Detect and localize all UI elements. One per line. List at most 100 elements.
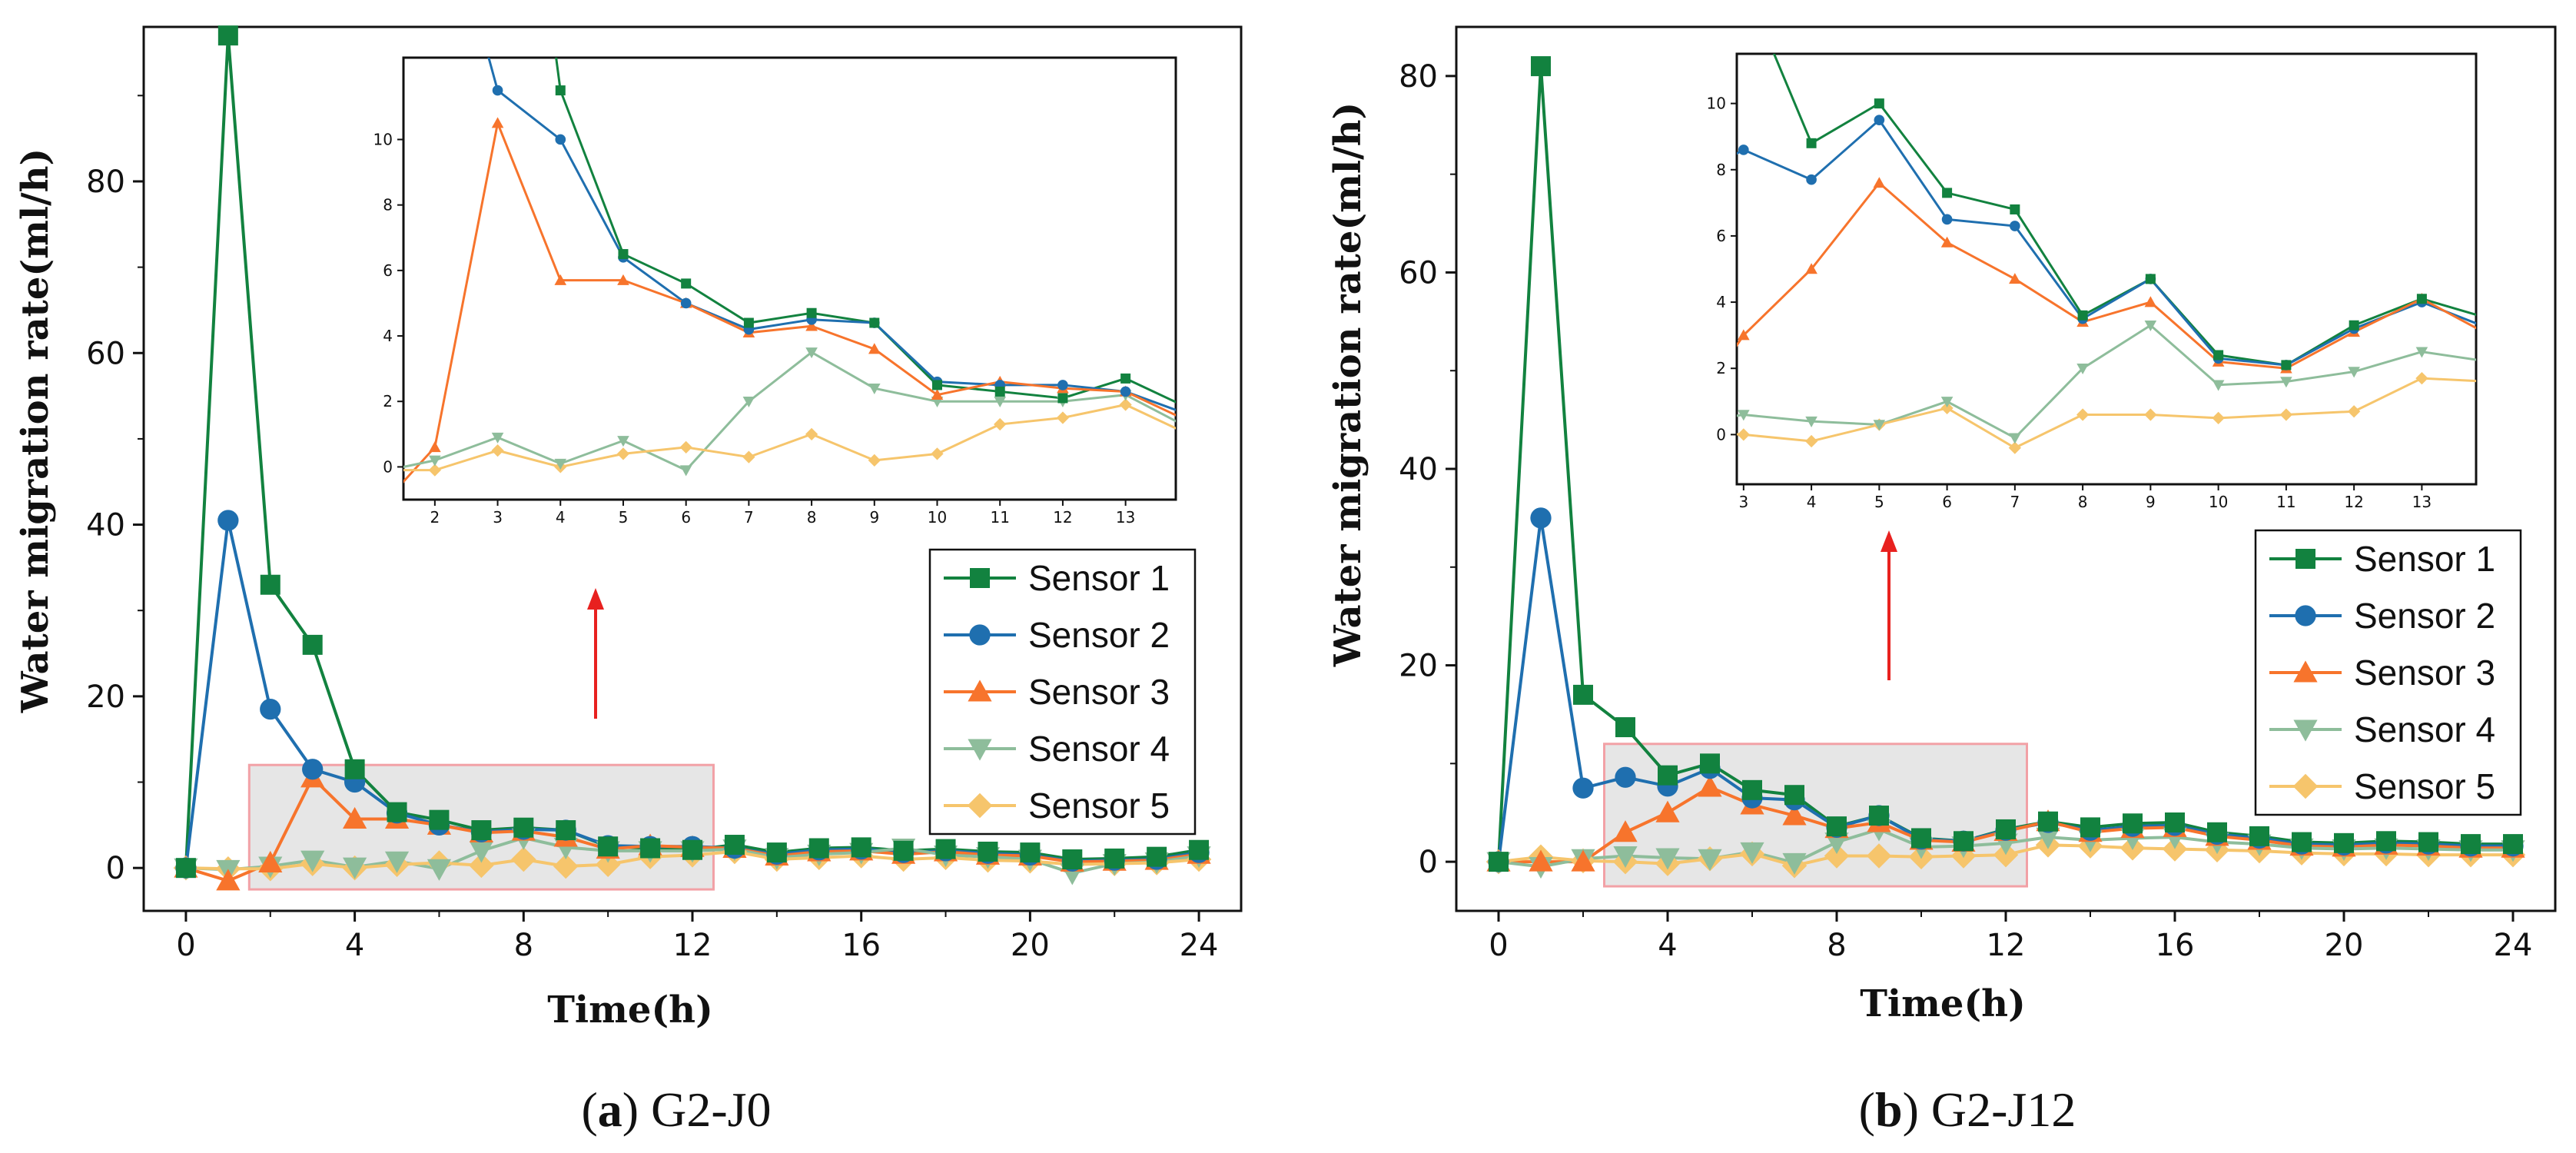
inset-y-tick-label: 0 — [383, 457, 393, 476]
legend-label: Sensor 1 — [1028, 558, 1170, 598]
legend-marker — [2295, 549, 2315, 569]
data-point — [2080, 817, 2100, 838]
inset-y-tick-label: 8 — [1716, 161, 1726, 179]
inset-x-tick-label: 11 — [990, 508, 1009, 527]
x-tick-label: 12 — [673, 928, 712, 963]
data-point — [1572, 777, 1594, 799]
y-tick-label: 20 — [86, 680, 125, 715]
inset-data-point — [680, 297, 692, 309]
caption-open: ( — [581, 1082, 597, 1137]
inset-data-point — [1874, 98, 1884, 109]
data-point — [2249, 826, 2269, 846]
inset-data-point — [1057, 380, 1068, 390]
data-point — [2038, 811, 2058, 832]
legend-marker — [968, 739, 992, 761]
inset-data-point — [491, 432, 504, 444]
legend-label: Sensor 4 — [2354, 709, 2495, 749]
inset-data-point — [2076, 408, 2090, 421]
inset-y-tick-label: 10 — [373, 130, 393, 148]
inset-data-point — [1738, 410, 1750, 421]
inset-data-point — [1940, 401, 1954, 415]
inset-x-tick-label: 6 — [1942, 493, 1952, 511]
data-point — [1655, 800, 1680, 822]
x-tick-label: 8 — [1827, 928, 1846, 963]
data-point — [216, 869, 241, 891]
data-point — [217, 25, 238, 46]
data-point — [2461, 834, 2481, 855]
x-tick-label: 24 — [2494, 928, 2533, 963]
caption-label: G2-J12 — [1919, 1082, 2076, 1137]
inset-x-tick-label: 6 — [681, 508, 691, 527]
inset-data-point — [679, 440, 692, 454]
inset-data-point — [2280, 377, 2292, 388]
data-point — [1869, 806, 1889, 826]
data-point — [175, 858, 196, 879]
data-point — [724, 835, 745, 856]
inset-data-point — [2010, 204, 2020, 214]
data-point — [427, 859, 452, 881]
data-point — [1824, 843, 1850, 869]
data-point — [978, 841, 998, 862]
inset-x-tick-label: 9 — [869, 508, 879, 527]
caption-close: ) — [622, 1082, 639, 1137]
y-axis-title: Water migration rate(ml/h) — [14, 148, 57, 714]
data-point — [1571, 849, 1595, 872]
inset-frame — [402, 56, 1177, 501]
data-point — [1698, 775, 1722, 797]
legend-marker — [969, 624, 991, 646]
inset-data-point — [869, 317, 880, 328]
data-point — [258, 850, 283, 872]
inset-x-tick-label: 3 — [493, 508, 503, 527]
data-point — [1996, 819, 2016, 839]
inset-data-point — [555, 85, 566, 96]
data-point — [217, 510, 239, 531]
inset-x-tick-label: 7 — [2010, 493, 2020, 511]
inset-data-point — [1806, 138, 1817, 148]
inset-data-point — [1940, 236, 1954, 248]
inset-data-point — [994, 396, 1007, 408]
data-point — [1782, 803, 1807, 826]
legend-label: Sensor 4 — [1028, 729, 1170, 769]
inset-data-point — [491, 444, 504, 457]
inset-y-tick-label: 6 — [383, 261, 393, 280]
data-point — [1613, 820, 1638, 842]
data-point — [1147, 846, 1167, 867]
inset-data-point — [679, 465, 692, 477]
data-point — [1782, 852, 1807, 875]
x-tick-label: 20 — [1011, 928, 1050, 963]
x-tick-label: 12 — [1987, 928, 2026, 963]
data-point — [343, 806, 367, 829]
data-point — [1189, 839, 1210, 860]
data-point — [1911, 828, 1931, 849]
inset-data-point — [994, 417, 1007, 431]
inset-data-point — [2348, 367, 2360, 378]
inset-data-point — [555, 134, 566, 145]
data-point — [1954, 831, 1973, 852]
inset-x-tick-label: 3 — [1738, 493, 1748, 511]
inset-y-tick-label: 4 — [1716, 293, 1726, 311]
inset-data-point — [931, 388, 944, 400]
y-axis-title: Water migration rate(ml/h) — [1326, 102, 1369, 668]
zoom-arrow-head — [587, 588, 604, 610]
y-tick-label: 80 — [1399, 59, 1438, 95]
inset-data-point — [2144, 296, 2157, 307]
inset-data-point — [1805, 416, 1817, 427]
inset-plot-area — [403, 58, 1176, 483]
x-tick-label: 16 — [842, 928, 881, 963]
inset-data-point — [2009, 433, 2021, 444]
data-point — [1784, 785, 1804, 806]
inset-x-tick-label: 9 — [2146, 493, 2156, 511]
x-tick-label: 8 — [514, 928, 533, 963]
inset-data-point — [1120, 373, 1131, 384]
inset-x-tick-label: 7 — [744, 508, 754, 527]
legend-label: Sensor 2 — [2354, 596, 2495, 636]
inset-plot-area — [1737, 54, 2476, 454]
inset-data-point — [2212, 411, 2225, 424]
x-tick-label: 24 — [1180, 928, 1219, 963]
x-tick-label: 4 — [345, 928, 364, 963]
inset-data-point — [554, 274, 567, 285]
data-point — [513, 817, 534, 838]
data-point — [1655, 848, 1680, 870]
legend-label: Sensor 5 — [1028, 786, 1170, 826]
inset-x-tick-label: 12 — [1053, 508, 1072, 527]
